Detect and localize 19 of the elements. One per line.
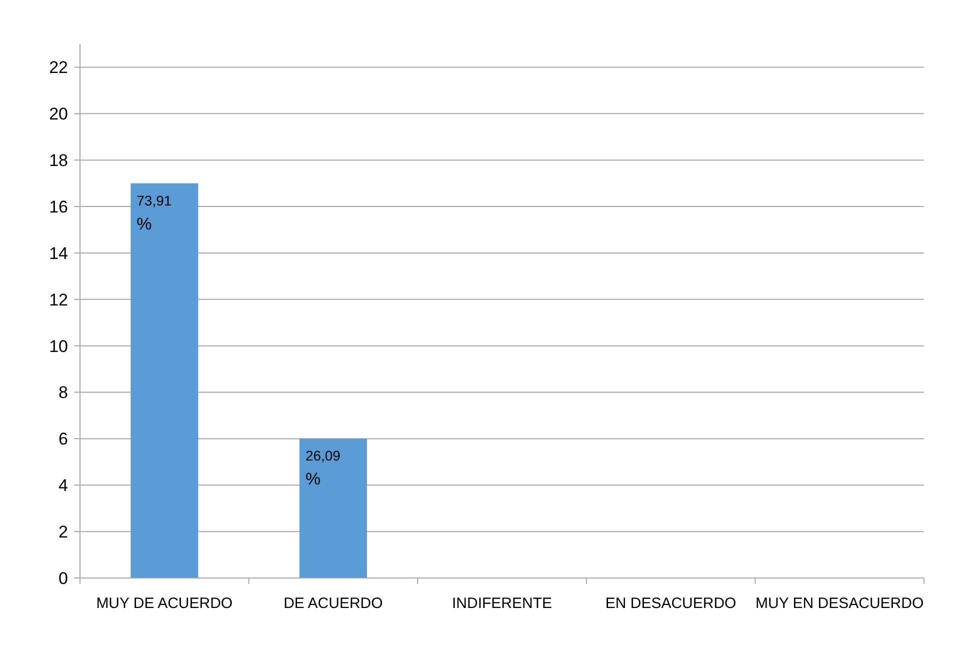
annotation: 26,09 % bbox=[305, 448, 341, 489]
y-tick-label: 14 bbox=[49, 244, 68, 263]
y-tick-label: 6 bbox=[58, 430, 68, 449]
annotation: 73,91 % bbox=[136, 192, 172, 234]
y-tick-label: 18 bbox=[49, 151, 68, 170]
y-tick-label: 8 bbox=[58, 383, 68, 402]
x-tick-label: EN DESACUERDO bbox=[605, 595, 736, 612]
y-tick-label: 0 bbox=[58, 568, 68, 588]
y-tick-label: 20 bbox=[49, 104, 68, 124]
y-tick-label: 4 bbox=[58, 476, 68, 496]
y-tick-label: 2 bbox=[58, 522, 68, 542]
x-tick-label: DE ACUERDO bbox=[284, 595, 383, 612]
y-tick-label: 10 bbox=[49, 336, 68, 356]
x-tick-label: MUY DE ACUERDO bbox=[96, 595, 233, 612]
x-tick-label: INDIFERENTE bbox=[452, 595, 552, 612]
y-tick-label: 16 bbox=[49, 197, 68, 216]
y-tick-label: 22 bbox=[49, 58, 68, 78]
y-tick-label: 12 bbox=[49, 290, 68, 310]
x-tick-label: MUY EN DESACUERDO bbox=[756, 595, 924, 612]
